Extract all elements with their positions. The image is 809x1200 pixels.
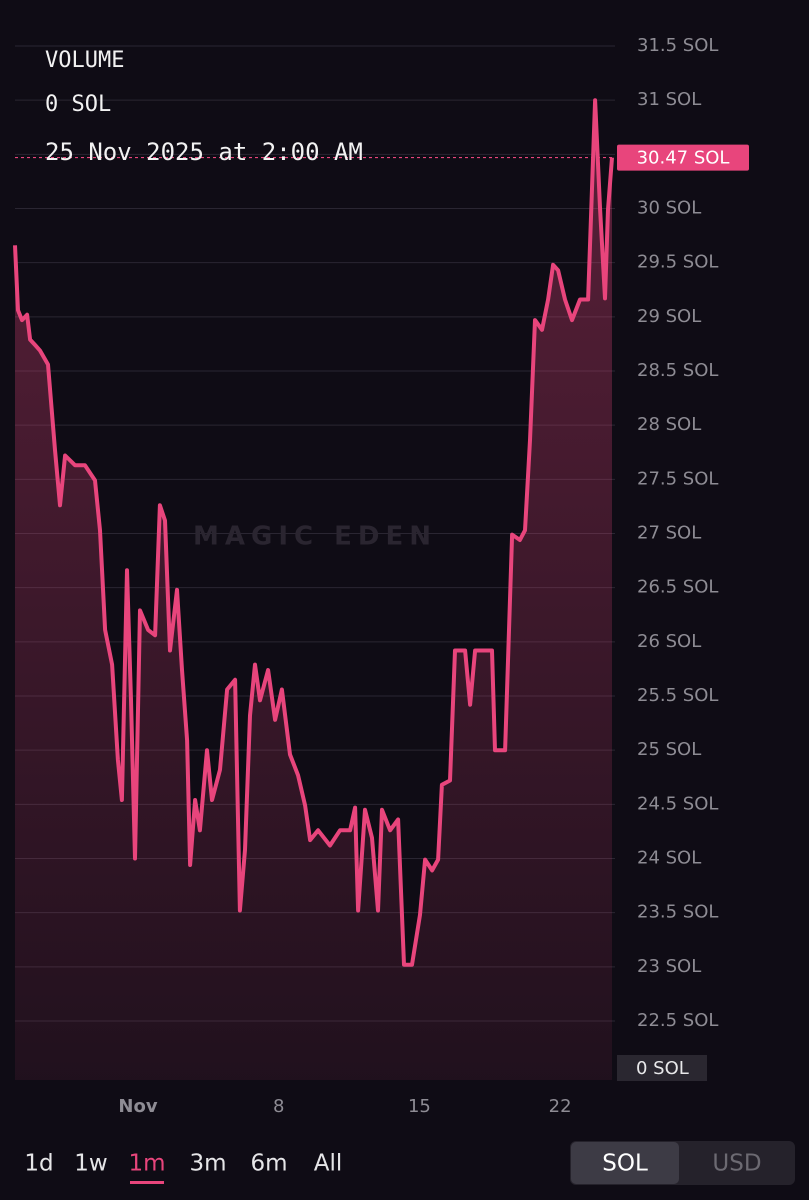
y-tick-label: 24.5 SOL — [637, 793, 718, 814]
y-tick-label: 29.5 SOL — [637, 252, 718, 273]
price-line — [13, 98, 614, 967]
range-button[interactable]: 6m — [250, 1151, 287, 1177]
tooltip-date: 25 Nov 2025 at 2:00 AM — [45, 138, 363, 166]
y-tick-label: 29 SOL — [637, 306, 701, 327]
y-tick-label: 23 SOL — [637, 956, 701, 977]
watermark: MAGIC EDEN — [193, 522, 437, 552]
y-tick-label: 26 SOL — [637, 631, 701, 652]
y-tick-label: 25 SOL — [637, 739, 701, 760]
range-underline — [130, 1181, 164, 1184]
y-tick-label: 23.5 SOL — [637, 902, 718, 923]
range-button[interactable]: 1d — [24, 1151, 53, 1177]
x-tick-label: Nov — [118, 1096, 157, 1117]
price-badge-label: 30.47 SOL — [637, 148, 730, 169]
currency-active-bg — [571, 1142, 679, 1184]
currency-button[interactable]: SOL — [602, 1151, 648, 1177]
y-tick-label: 28 SOL — [637, 414, 701, 435]
price-area — [15, 100, 612, 1080]
tooltip-label: VOLUME — [45, 48, 124, 73]
y-tick-label: 31.5 SOL — [637, 35, 718, 56]
y-tick-label: 30 SOL — [637, 198, 701, 219]
currency-button[interactable]: USD — [712, 1151, 761, 1177]
y-tick-label: 26.5 SOL — [637, 577, 718, 598]
range-button[interactable]: 1w — [74, 1151, 107, 1177]
y-tick-label: 27 SOL — [637, 523, 701, 544]
y-tick-label: 24 SOL — [637, 848, 701, 869]
price-badge — [617, 144, 749, 171]
range-button[interactable]: All — [314, 1151, 343, 1177]
x-tick-label: 8 — [273, 1096, 284, 1117]
range-button[interactable]: 3m — [189, 1151, 226, 1177]
y-tick-label: 27.5 SOL — [637, 468, 718, 489]
x-tick-label: 15 — [408, 1096, 431, 1117]
y-tick-label: 31 SOL — [637, 89, 701, 110]
tooltip-value: 0 SOL — [45, 92, 111, 117]
range-button[interactable]: 1m — [128, 1151, 165, 1177]
y-tick-label: 28.5 SOL — [637, 360, 718, 381]
volume-axis-label: 0 SOL — [636, 1058, 689, 1079]
x-tick-label: 22 — [549, 1096, 572, 1117]
y-tick-label: 22.5 SOL — [637, 1010, 718, 1031]
y-tick-label: 25.5 SOL — [637, 685, 718, 706]
volume-badge — [617, 1055, 707, 1081]
